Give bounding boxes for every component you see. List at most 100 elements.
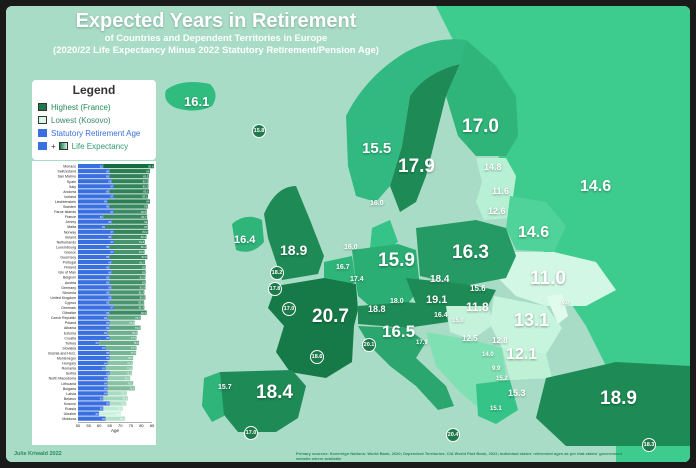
map-label-belarus: 14.6 xyxy=(518,224,550,241)
chart-value-retirement: 64 xyxy=(104,381,107,385)
map-label-liechtenstein: 18.0 xyxy=(390,298,404,305)
circle-label-cyprus: 18.3 xyxy=(642,438,656,452)
chart-value-life: 78.2 xyxy=(132,331,138,335)
map-label-netherlands: 16.0 xyxy=(344,244,358,251)
chart-bar-retirement xyxy=(78,189,110,194)
region-czech-slovakia[interactable] xyxy=(406,278,496,310)
chart-category-label: Moldova xyxy=(62,417,76,421)
chart-bar-life xyxy=(109,300,145,305)
chart-bar-retirement xyxy=(78,416,106,421)
region-germany[interactable] xyxy=(352,244,420,310)
chart-bar-retirement xyxy=(78,381,108,386)
region-portugal[interactable] xyxy=(202,372,224,422)
region-ukraine[interactable] xyxy=(496,252,616,306)
region-sweden[interactable] xyxy=(390,64,460,212)
legend-title: Legend xyxy=(72,83,116,97)
chart-bar-life xyxy=(113,209,147,214)
chart-value-retirement: 67 xyxy=(110,185,113,189)
map-label-serbia: 12.8 xyxy=(492,336,508,345)
chart-bar-life xyxy=(107,360,133,366)
chart-value-life: 82 xyxy=(142,265,145,269)
chart-bar-life xyxy=(109,189,150,194)
region-greece[interactable] xyxy=(476,380,518,424)
legend-item-highest: Highest (France) xyxy=(38,101,156,113)
chart-value-retirement: 63 xyxy=(102,346,105,350)
chart-category-label: Switzerland xyxy=(57,170,76,174)
chart-value-retirement: 64 xyxy=(104,331,107,335)
region-italy[interactable] xyxy=(358,326,454,410)
chart-value-retirement: 65 xyxy=(106,351,109,355)
chart-value-retirement: 66 xyxy=(108,260,111,264)
region-belarus[interactable] xyxy=(506,196,566,252)
chart-value-life: 75.8 xyxy=(127,366,133,370)
region-hungary[interactable] xyxy=(446,306,494,340)
map-label-ireland: 16.4 xyxy=(234,234,256,246)
chart-bar-life xyxy=(111,259,146,265)
chart-value-life: 75.9 xyxy=(127,361,133,365)
chart-value-retirement: 67 xyxy=(110,210,113,214)
chart-bar-retirement xyxy=(78,345,106,351)
chart-value-life: 83 xyxy=(144,225,147,229)
chart-value-life: 81.9 xyxy=(140,296,146,300)
chart-value-life: 83.3 xyxy=(143,185,149,189)
region-uk[interactable] xyxy=(264,186,324,280)
region-iceland[interactable] xyxy=(165,82,216,111)
chart-value-life: 81.3 xyxy=(139,301,145,305)
region-finland[interactable] xyxy=(446,40,518,156)
chart-bar-retirement xyxy=(78,330,108,335)
chart-value-retirement: 65 xyxy=(106,169,109,173)
chart-bar-retirement xyxy=(78,184,114,189)
region-bulgaria[interactable] xyxy=(502,348,552,380)
legend-label-life: Life Expectancy xyxy=(71,141,129,151)
chart-bar-life xyxy=(107,386,135,391)
chart-bar-life xyxy=(111,285,146,290)
chart-value-life: 83.2 xyxy=(143,230,149,234)
chart-bar-retirement xyxy=(78,214,104,219)
chart-category-label: Slovakia xyxy=(62,346,76,350)
chart-value-life: 76.9 xyxy=(129,387,135,391)
chart-bar-life xyxy=(103,164,154,169)
chart-value-retirement: 60 xyxy=(96,341,99,345)
region-baltics[interactable] xyxy=(476,158,516,220)
map-label-san-marino: 17.9 xyxy=(416,340,428,346)
chart-category-label: Andorra xyxy=(63,190,76,194)
chart-bar-retirement xyxy=(78,391,108,396)
chart-value-life: 81.5 xyxy=(139,250,145,254)
chart-category-label: Montenegro xyxy=(57,357,76,361)
region-spain[interactable] xyxy=(212,370,306,432)
chart-value-retirement: 65 xyxy=(106,255,109,259)
region-ireland[interactable] xyxy=(232,216,264,252)
chart-value-life: 73.6 xyxy=(122,397,128,401)
chart-bar-life xyxy=(105,345,137,351)
region-moldova[interactable] xyxy=(546,294,568,324)
chart-bar-life xyxy=(109,401,127,406)
chart-bar-retirement xyxy=(78,310,110,315)
chart-value-life: 76.1 xyxy=(128,356,134,360)
chart-value-retirement: 64 xyxy=(104,361,107,365)
map-label-switzerland: 18.8 xyxy=(368,304,386,314)
chart-bar-life xyxy=(111,270,146,275)
region-poland[interactable] xyxy=(416,220,516,286)
legend-swatch-life xyxy=(58,142,68,150)
chart-value-retirement: 66 xyxy=(108,220,111,224)
region-romania[interactable] xyxy=(490,296,562,354)
chart-tick-label: 50 xyxy=(76,423,81,428)
chart-category-label: Poland xyxy=(65,321,76,325)
region-norway[interactable] xyxy=(346,39,466,203)
chart-value-retirement: 65 xyxy=(106,326,109,330)
chart-value-retirement: 66 xyxy=(108,286,111,290)
chart-bar-life xyxy=(105,224,148,229)
chart-bar-retirement xyxy=(78,360,108,366)
chart-value-retirement: 66 xyxy=(108,270,111,274)
chart-value-retirement: 66 xyxy=(108,296,111,300)
chart-category-label: Liechtenstein xyxy=(55,200,76,204)
legend-swatch-highest xyxy=(38,103,47,111)
chart-value-retirement: 62 xyxy=(100,397,103,401)
chart-category-label: Luxembourg xyxy=(56,245,76,249)
region-turkey[interactable] xyxy=(536,362,690,446)
chart-category-label: Jersey xyxy=(65,220,76,224)
chart-bar-life xyxy=(109,244,147,250)
region-alps[interactable] xyxy=(358,302,448,328)
map-label-romania: 13.1 xyxy=(514,310,550,330)
chart-bar-life xyxy=(113,229,149,234)
